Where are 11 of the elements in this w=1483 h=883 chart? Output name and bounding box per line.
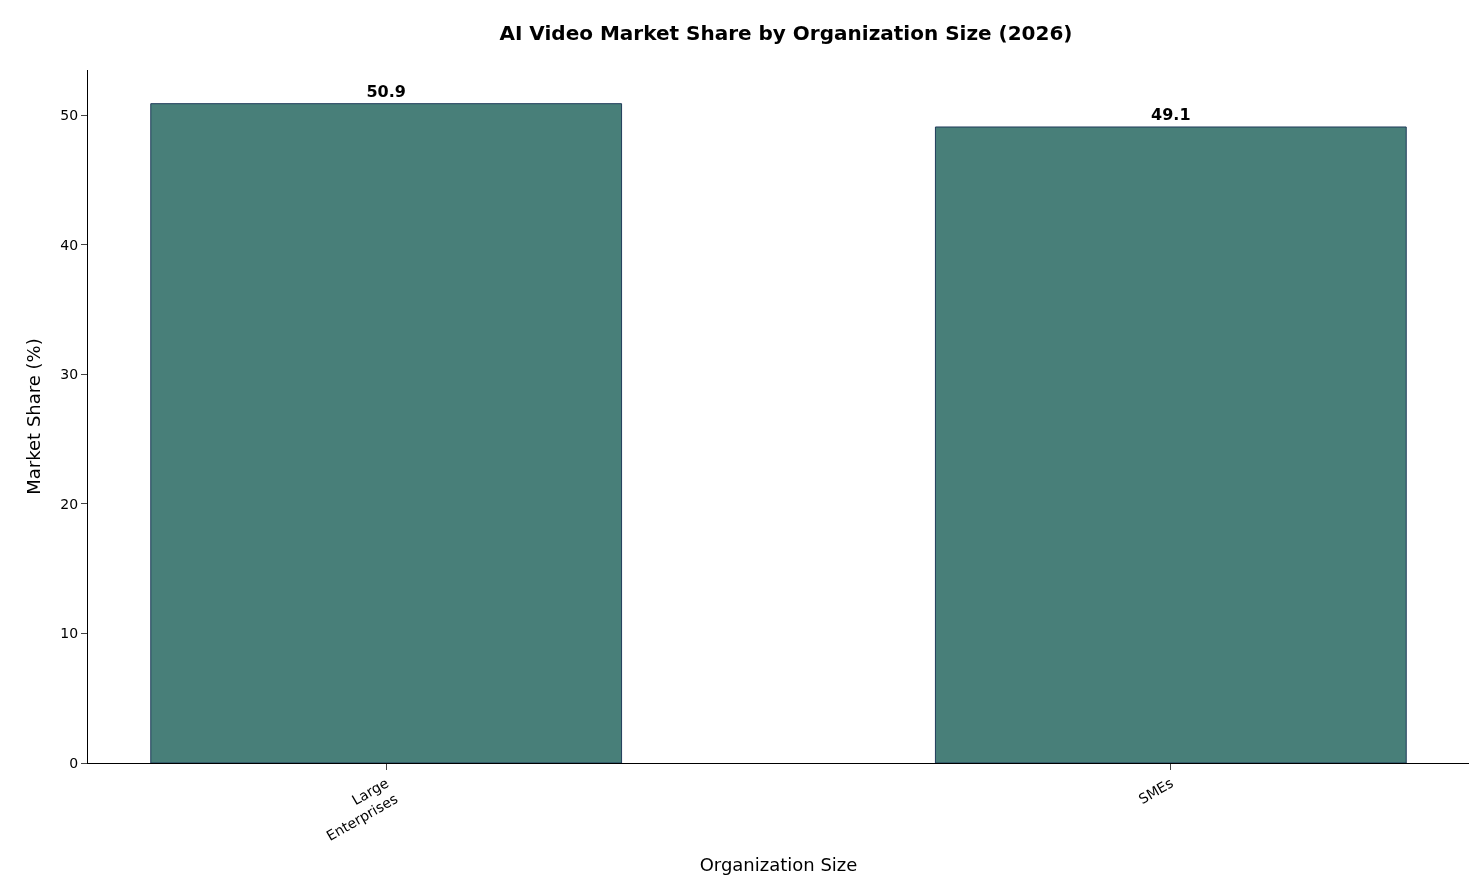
y-tick-label: 30 (60, 366, 79, 383)
y-tick-label: 0 (69, 754, 79, 771)
y-tick-label: 10 (60, 625, 79, 642)
data-label: 49.1 (1151, 104, 1191, 124)
x-axis-title: Organization Size (699, 853, 858, 875)
y-axis-title: Market Share (%) (22, 338, 44, 495)
chart-title: AI Video Market Share by Organization Size (2026) (499, 21, 1073, 46)
y-tick-label: 50 (60, 107, 79, 124)
y-tick-label: 20 (60, 495, 79, 512)
y-tick-label: 40 (60, 236, 79, 253)
data-label: 50.9 (366, 81, 406, 101)
